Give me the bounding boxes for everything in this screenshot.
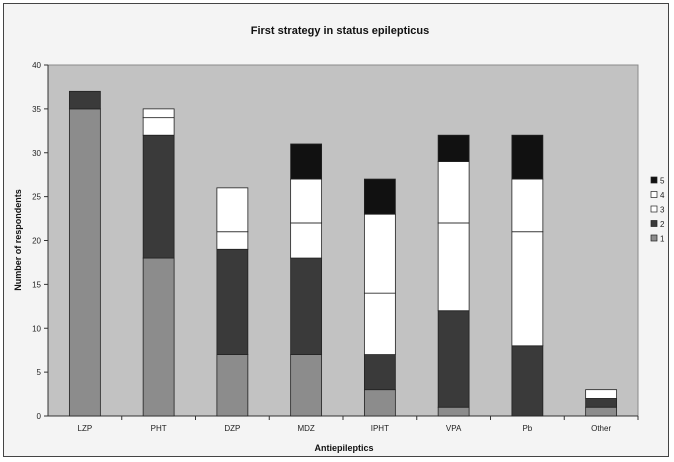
y-tick-label: 20: [32, 237, 41, 246]
y-tick-label: 0: [37, 412, 42, 421]
bar-segment-other-level-2: [585, 398, 618, 408]
y-tick-label: 10: [32, 324, 41, 333]
bar-segment-vpa-level-2: [437, 310, 470, 408]
legend-label-1: 1: [660, 235, 665, 244]
y-tick-label: 15: [32, 280, 41, 289]
x-tick-label: VPA: [446, 424, 462, 433]
bar-segment-mdz-level-5: [290, 143, 323, 180]
x-tick-label: DZP: [224, 424, 240, 433]
y-tick-label: 5: [37, 368, 42, 377]
bar-segment-vpa-level-5: [437, 134, 470, 162]
bar-segment-dzp-level-1: [216, 354, 249, 417]
legend-swatch-4: [650, 191, 658, 198]
bar-segment-pb-level-2: [511, 345, 544, 417]
legend-swatch-5: [650, 176, 658, 184]
x-tick-label: LZP: [78, 424, 93, 433]
x-axis-label: Antiepileptics: [314, 443, 373, 453]
legend-swatch-2: [650, 220, 658, 227]
x-tick-label: Other: [591, 424, 611, 433]
legend-label-4: 4: [660, 191, 665, 200]
bar-segment-vpa-level-4: [437, 161, 470, 224]
bar-segment-vpa-level-1: [437, 406, 470, 417]
bar-segment-pht-level-4: [142, 108, 175, 119]
legend-swatch-3: [650, 205, 658, 213]
bar-segment-pht-level-1: [142, 257, 175, 417]
bar-segment-mdz-level-1: [290, 354, 323, 417]
bar-segment-mdz-level-4: [290, 178, 323, 224]
x-tick-label: Pb: [522, 424, 532, 433]
bar-segment-lzp-level-1: [68, 108, 101, 417]
bar-segment-dzp-level-3: [216, 231, 249, 250]
bar-segment-pb-level-5: [511, 134, 544, 180]
bar-segment-ipht-level-5: [363, 178, 396, 215]
bar-segment-mdz-level-3: [290, 222, 323, 259]
legend-swatch-1: [650, 234, 658, 242]
x-tick-label: MDZ: [297, 424, 314, 433]
bar-segment-ipht-level-1: [363, 389, 396, 417]
bar-segment-other-level-1: [585, 406, 618, 417]
chart-title: First strategy in status epilepticus: [251, 25, 430, 37]
bar-segment-pb-level-4: [511, 178, 544, 233]
bar-segment-vpa-level-3: [437, 222, 470, 312]
y-tick-label: 35: [32, 105, 41, 114]
legend: 5 4 3 2 1: [650, 176, 665, 244]
y-tick-label: 40: [32, 61, 41, 70]
plot-area: 0 5 10 15 20 25 30 35 40 LZP PHT DZP MDZ IPHT VPA Pb Oth…: [32, 61, 639, 433]
x-tick-label: IPHT: [371, 424, 389, 433]
bar-segment-dzp-level-4: [216, 187, 249, 233]
x-tick-label: PHT: [151, 424, 167, 433]
bar-segment-ipht-level-4: [363, 213, 396, 294]
bar-segment-pb-level-3: [511, 231, 544, 347]
bar-segment-dzp-level-2: [216, 248, 249, 355]
legend-label-2: 2: [660, 220, 665, 229]
legend-label-3: 3: [660, 206, 665, 215]
legend-label-5: 5: [660, 177, 665, 186]
y-axis-label: Number of respondents: [13, 189, 23, 291]
y-tick-label: 30: [32, 149, 41, 158]
bar-segment-pht-level-2: [142, 134, 175, 259]
y-tick-label: 25: [32, 193, 41, 202]
bar-segment-pht-level-3: [142, 117, 175, 136]
bar-segment-mdz-level-2: [290, 257, 323, 355]
bar-segment-lzp-level-2: [68, 90, 101, 110]
bar-segment-ipht-level-2: [363, 354, 396, 391]
bar-segment-other-level-4: [585, 389, 618, 399]
plot-background: [47, 64, 639, 417]
bar-segment-ipht-level-3: [363, 292, 396, 355]
